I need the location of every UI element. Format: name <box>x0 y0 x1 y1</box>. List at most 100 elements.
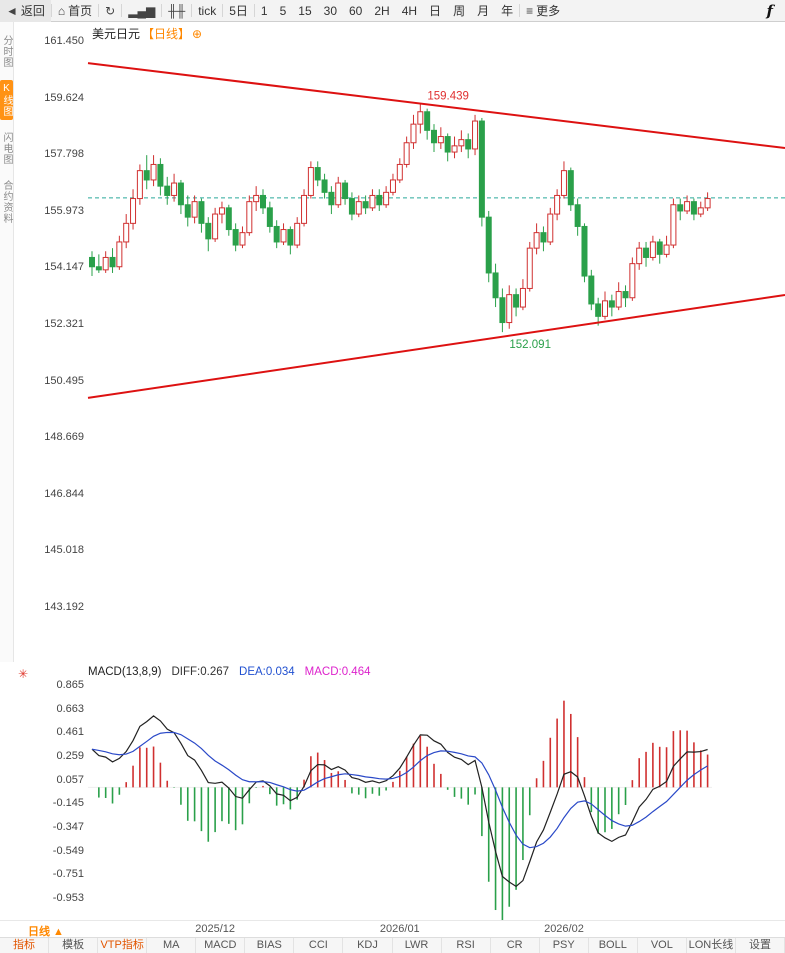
candle-body <box>177 182 184 206</box>
candle-body <box>205 222 212 240</box>
tab-BOLL[interactable]: BOLL <box>589 938 638 953</box>
toolbar-period-1[interactable]: 1 <box>255 0 274 22</box>
sidebar-item-contract-info[interactable]: 合约资料 <box>1 180 12 224</box>
candle-body <box>478 120 485 218</box>
refresh-icon: ↻ <box>105 3 116 18</box>
candle-body <box>410 123 417 144</box>
tab-LON长线[interactable]: LON长线 <box>687 938 736 953</box>
macd-settings-icon[interactable]: ✳ <box>18 667 29 681</box>
toolbar-period-year[interactable]: 年 <box>495 0 519 22</box>
toolbar-back[interactable]: ◄ 返回 <box>0 0 51 22</box>
price-axis-label: 148.669 <box>44 431 84 444</box>
more-icon: ≡ <box>526 3 534 18</box>
add-indicator-icon[interactable]: ⊕ <box>192 26 203 41</box>
tab-指标[interactable]: 指标 <box>0 938 50 953</box>
period-tag: 【日线】 <box>142 27 191 41</box>
tab-MA[interactable]: MA <box>147 938 197 953</box>
toolbar-period-week[interactable]: 周 <box>447 0 471 22</box>
toolbar-tick[interactable]: tick <box>192 0 222 22</box>
macd-header: MACD(13,8,9) DIFF:0.267 DEA:0.034 MACD:0… <box>88 666 371 678</box>
toolbar-home-label: 首页 <box>68 4 93 18</box>
candlestick-chart[interactable]: 159.439 152.091 <box>0 22 785 664</box>
toolbar-period-5-label: 5 <box>279 3 287 18</box>
candle-body <box>499 297 506 324</box>
toolbar-formula[interactable]: f <box>755 0 785 22</box>
date-axis-row: 日线 ▲ 2025/12 2026/01 2026/02 <box>0 920 785 938</box>
macd-axis-label: -0.751 <box>52 868 84 881</box>
macd-dea-line <box>91 731 708 849</box>
candle-body <box>526 247 533 289</box>
toolbar-period-5[interactable]: 5 <box>274 0 293 22</box>
lower-trendline[interactable] <box>87 293 785 399</box>
macd-axis-label: 0.461 <box>56 726 84 739</box>
tab-MACD[interactable]: MACD <box>196 938 246 953</box>
chart-header: 美元日元 【日线】 ⊕ <box>92 25 202 42</box>
sidebar-item-lightning[interactable]: 闪电图 <box>1 132 12 165</box>
candle-body <box>649 241 656 258</box>
candle-body <box>581 225 588 277</box>
toolbar-period-day[interactable]: 日 <box>423 0 447 22</box>
tab-VOL[interactable]: VOL <box>638 938 687 953</box>
period-indicator[interactable]: 日线 ▲ <box>28 926 64 938</box>
macd-dea-value: DEA:0.034 <box>239 666 295 678</box>
tab-模板[interactable]: 模板 <box>49 938 99 953</box>
candle-body <box>663 244 670 255</box>
candle-body <box>164 185 171 196</box>
candle-body <box>629 263 636 299</box>
candle-body <box>697 207 704 215</box>
price-axis-label: 145.018 <box>44 544 84 557</box>
toolbar-refresh[interactable]: ↻ <box>99 0 121 22</box>
left-sidebar: 分时图 K线图闪电图合约资料 <box>0 22 14 662</box>
candle-body <box>492 272 499 299</box>
tab-KDJ[interactable]: KDJ <box>343 938 393 953</box>
toolbar-separator <box>161 4 163 17</box>
upper-trendline[interactable] <box>87 62 785 150</box>
toolbar-home[interactable]: ⌂ 首页 <box>52 0 98 22</box>
macd-value: MACD:0.464 <box>304 666 371 678</box>
toolbar-period-4h[interactable]: 4H <box>396 0 423 22</box>
candle-body <box>287 229 294 246</box>
candle-body <box>458 139 465 147</box>
candle-body <box>615 291 622 308</box>
toolbar-period-60[interactable]: 60 <box>343 0 368 22</box>
candle-body <box>506 294 513 324</box>
candle-body <box>444 136 451 153</box>
tab-PSY[interactable]: PSY <box>540 938 589 953</box>
chart-candles-icon: ╫╫ <box>168 3 186 18</box>
candle-body <box>513 294 520 308</box>
candle-body <box>554 194 561 215</box>
toolbar-period-30-label: 30 <box>323 3 337 18</box>
tab-VTP指标[interactable]: VTP指标 <box>98 938 148 953</box>
toolbar-period-2h[interactable]: 2H <box>368 0 395 22</box>
toolbar-chart-bars[interactable]: ▂▄▆ <box>122 0 161 22</box>
toolbar-period-2h-label: 2H <box>374 3 390 18</box>
toolbar-period-5d[interactable]: 5日 <box>223 0 254 22</box>
toolbar-separator <box>98 4 100 17</box>
candle-body <box>608 300 615 308</box>
candle-body <box>403 142 410 165</box>
toolbar-period-15[interactable]: 15 <box>292 0 317 22</box>
candle-body <box>307 167 314 196</box>
sidebar-item-kline[interactable]: K线图 <box>0 80 13 120</box>
toolbar-period-4h-label: 4H <box>401 3 418 18</box>
candle-body <box>560 170 567 196</box>
tab-CR[interactable]: CR <box>491 938 540 953</box>
tab-LWR[interactable]: LWR <box>393 938 442 953</box>
toolbar-period-30[interactable]: 30 <box>318 0 343 22</box>
toolbar-more[interactable]: ≡ 更多 <box>520 0 566 22</box>
sidebar-item-timeshare[interactable]: 分时图 <box>1 35 12 68</box>
macd-axis-label: -0.145 <box>52 797 84 810</box>
candle-body <box>150 163 157 181</box>
chart-bars-icon: ▂▄▆ <box>128 3 156 18</box>
tab-BIAS[interactable]: BIAS <box>245 938 295 953</box>
tab-设置[interactable]: 设置 <box>736 938 785 953</box>
candle-body <box>232 229 239 246</box>
toolbar-separator <box>519 4 521 17</box>
tab-RSI[interactable]: RSI <box>442 938 491 953</box>
tab-CCI[interactable]: CCI <box>294 938 344 953</box>
toolbar-chart-candles[interactable]: ╫╫ <box>162 0 191 22</box>
toolbar-period-month[interactable]: 月 <box>471 0 495 22</box>
macd-chart[interactable] <box>0 665 785 921</box>
candle-body <box>533 232 540 249</box>
candle-body <box>540 232 547 243</box>
